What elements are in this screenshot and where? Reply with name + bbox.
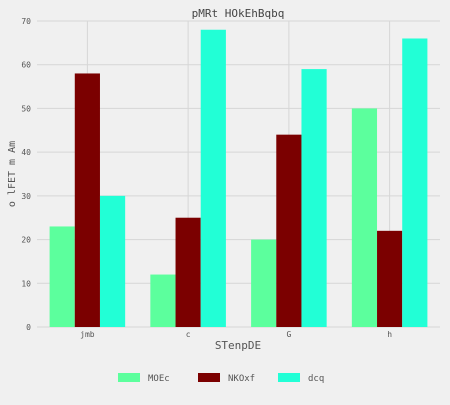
chart-title: pMRt HOkEhBqbq [192,7,285,20]
bar-NKOxf-G [276,134,302,327]
legend-swatch-dcq [278,373,300,382]
y-tick-label: 0 [26,323,31,332]
x-tick-label: h [387,330,392,339]
x-tick-label: c [186,330,191,339]
y-tick-label: 40 [21,148,31,157]
legend: MOEc NKOxf dcq [118,373,324,384]
legend-swatch-MOEc [118,373,140,382]
bar-MOEc-c [150,274,176,327]
bar-MOEc-jmb [49,226,75,327]
legend-label-dcq: dcq [308,374,324,384]
x-tick-label: G [286,330,291,339]
bar-dcq-h [402,38,428,327]
bar-MOEc-h [351,108,378,327]
bar-NKOxf-jmb [74,73,100,327]
bar-NKOxf-c [175,217,201,327]
legend-swatch-NKOxf [198,373,220,382]
y-tick-label: 50 [21,104,31,113]
bars [49,29,428,327]
bar-MOEc-G [251,239,277,327]
x-axis-label: STenpDE [215,339,261,352]
bar-NKOxf-h [377,230,403,327]
y-axis-label: o lFET m Am [7,141,18,207]
bar-dcq-c [200,29,226,327]
y-tick-label: 30 [21,192,31,201]
y-tick-label: 60 [21,61,31,70]
legend-label-NKOxf: NKOxf [228,374,255,384]
bar-dcq-jmb [99,195,126,327]
y-tick-label: 10 [21,279,31,288]
y-tick-label: 20 [21,236,31,245]
y-tick-label: 70 [21,17,31,26]
legend-label-MOEc: MOEc [148,374,170,384]
bar-dcq-G [301,69,327,327]
x-tick-label: jmb [80,330,95,339]
